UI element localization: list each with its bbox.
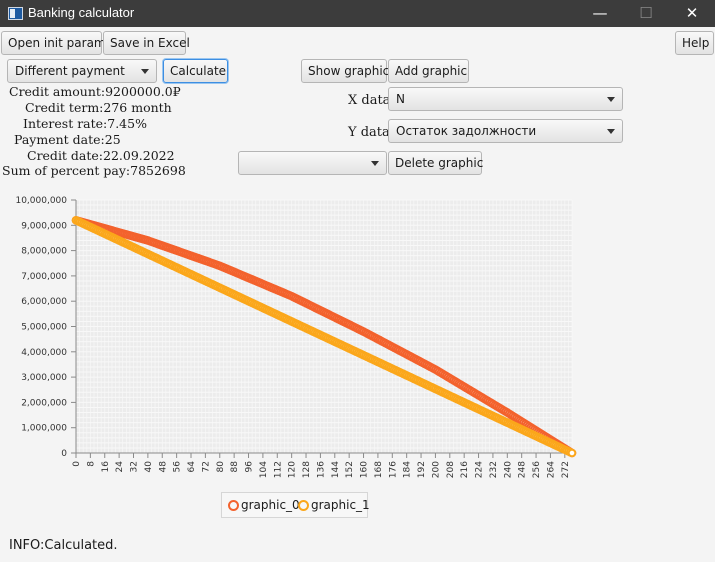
- x-tick-label: 24: [115, 461, 125, 473]
- y-tick-label: 1,000,000: [21, 424, 67, 434]
- legend-label-graphic-0: graphic_0: [241, 498, 300, 512]
- x-tick-label: 72: [201, 461, 211, 472]
- x-tick-label: 144: [331, 461, 341, 478]
- help-button[interactable]: Help: [675, 31, 714, 55]
- y-tick-label: 0: [61, 449, 67, 459]
- balance-chart: 0 1,000,000 2,000,000 3,000,000 4,000,000 5,0…: [15, 196, 577, 478]
- credit-date-text: Credit date:22.09.2022: [27, 148, 175, 163]
- credit-amount-text: Credit amount:9200000.0₽: [9, 84, 181, 99]
- x-tick-label: 128: [302, 461, 312, 478]
- x-tick-label: 176: [388, 461, 398, 478]
- y-tick-label: 4,000,000: [21, 348, 67, 358]
- legend-marker-graphic-0: [228, 500, 239, 511]
- point-graphic_1: [567, 448, 577, 458]
- x-tick-label: 8: [86, 461, 96, 467]
- x-tick-label: 32: [130, 461, 140, 472]
- chevron-down-icon: [371, 161, 379, 166]
- x-tick-label: 88: [230, 461, 240, 473]
- x-tick-label: 104: [259, 461, 269, 478]
- x-tick-label: 232: [489, 461, 499, 478]
- payment-type-value: Different payment: [15, 64, 125, 78]
- x-tick-label: 120: [288, 461, 298, 478]
- chart-legend: graphic_0 graphic_1: [221, 492, 370, 518]
- legend-label-graphic-1: graphic_1: [311, 498, 370, 512]
- x-tick-label: 208: [446, 461, 456, 478]
- window-title: Banking calculator: [28, 5, 135, 20]
- x-data-label: X data: [348, 93, 391, 108]
- chart-grid: [75, 199, 573, 454]
- series-graphic_1: [71, 215, 577, 458]
- x-tick-label: 160: [360, 461, 370, 478]
- x-data-select[interactable]: N: [388, 87, 623, 111]
- x-tick-label: 48: [158, 461, 168, 473]
- x-tick-label: 264: [546, 461, 556, 478]
- x-tick-label: 152: [345, 461, 355, 478]
- y-tick-label: 5,000,000: [21, 323, 67, 333]
- y-tick-label: 9,000,000: [21, 221, 67, 231]
- x-tick-label: 136: [316, 461, 326, 478]
- chart-series: [71, 215, 577, 458]
- x-tick-label: 0: [72, 461, 82, 467]
- x-tick-label: 240: [503, 461, 513, 478]
- save-excel-button[interactable]: Save in Excel: [103, 31, 190, 55]
- x-tick-label: 216: [460, 461, 470, 478]
- status-text: INFO:Calculated.: [9, 538, 118, 553]
- y-tick-label: 10,000,000: [15, 196, 67, 206]
- credit-term-text: Credit term:276 month: [25, 100, 172, 115]
- y-tick-label: 7,000,000: [21, 272, 67, 282]
- x-tick-label: 168: [374, 461, 384, 478]
- legend-marker-graphic-1: [298, 500, 309, 511]
- add-graphic-button[interactable]: Add graphic: [388, 59, 469, 83]
- y-axis-ticks: 0 1,000,000 2,000,000 3,000,000 4,000,000 5,0…: [15, 196, 76, 459]
- interest-rate-text: Interest rate:7.45%: [23, 116, 147, 131]
- x-tick-label: 40: [144, 461, 154, 473]
- x-tick-label: 224: [475, 461, 485, 478]
- delete-graphic-button[interactable]: Delete graphic: [388, 151, 483, 175]
- y-data-select[interactable]: Остаток задолжности: [388, 119, 623, 143]
- maximize-button[interactable]: ☐: [639, 4, 653, 22]
- app-icon: [8, 7, 23, 20]
- calculate-button[interactable]: Calculate: [163, 59, 228, 83]
- minimize-button[interactable]: —: [592, 4, 608, 22]
- y-tick-label: 8,000,000: [21, 247, 67, 257]
- y-tick-label: 2,000,000: [21, 398, 67, 408]
- x-tick-label: 56: [173, 461, 183, 473]
- x-tick-label: 192: [417, 461, 427, 478]
- y-data-label: Y data: [348, 125, 390, 140]
- open-init-param-button[interactable]: Open init param: [1, 31, 106, 55]
- show-graphic-button[interactable]: Show graphic: [301, 59, 389, 83]
- x-tick-label: 96: [245, 461, 255, 473]
- percent-sum-text: Sum of percent pay:7852698: [2, 163, 186, 178]
- x-axis-ticks: 0 8 16 24 32 40 48 56 64 72 80 88 96 104 112 120 128 136 1…: [72, 453, 571, 478]
- x-tick-label: 16: [101, 461, 111, 473]
- chevron-down-icon: [607, 97, 615, 102]
- x-tick-label: 184: [403, 461, 413, 478]
- x-tick-label: 256: [532, 461, 542, 478]
- y-tick-label: 3,000,000: [21, 373, 67, 383]
- title-bar: Banking calculator — ☐ ✕: [0, 0, 715, 27]
- close-button[interactable]: ✕: [685, 4, 699, 22]
- payment-type-select[interactable]: Different payment: [7, 59, 157, 83]
- x-data-value: N: [396, 92, 405, 106]
- x-tick-label: 80: [216, 461, 226, 473]
- payment-date-text: Payment date:25: [14, 132, 121, 147]
- x-tick-label: 248: [518, 461, 528, 478]
- x-tick-label: 64: [187, 461, 197, 473]
- x-tick-label: 200: [431, 461, 441, 478]
- x-tick-label: 112: [273, 461, 283, 478]
- y-tick-label: 6,000,000: [21, 297, 67, 307]
- x-tick-label: 272: [561, 461, 571, 478]
- graphic-select[interactable]: [238, 151, 387, 175]
- chevron-down-icon: [607, 129, 615, 134]
- chevron-down-icon: [141, 69, 149, 74]
- y-data-value: Остаток задолжности: [396, 124, 537, 138]
